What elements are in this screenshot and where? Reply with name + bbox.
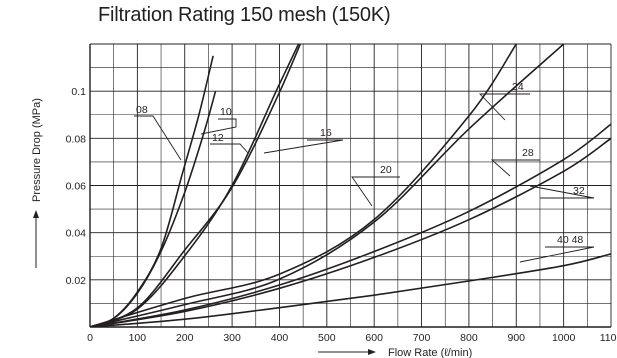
callout-leader-16 (263, 139, 344, 154)
y-tick-label: 0.06 (66, 181, 87, 193)
curve-callouts: 08 10 12 16 20 24 28 32 40 48 (134, 81, 595, 263)
x-tick-label: 400 (271, 332, 289, 344)
y-tick-label: 0.1 (71, 86, 86, 98)
series-line-08 (90, 55, 214, 327)
curve-label-28: 28 (522, 147, 534, 159)
callout-leader-08 (134, 115, 182, 161)
curve-label-20: 20 (380, 164, 392, 176)
x-tick-label: 100 (129, 332, 147, 344)
curve-label-24: 24 (512, 81, 524, 93)
x-tick-label: 600 (365, 332, 383, 344)
x-tick-label: 900 (508, 332, 526, 344)
series-line-28 (90, 123, 611, 327)
axis-labels: Flow Rate (ℓ/min) Pressure Drop (MPa) (31, 98, 472, 358)
callout-leader-40-48 (519, 246, 595, 263)
callout-leader-28 (490, 159, 540, 177)
callout-leader-10 (200, 118, 237, 135)
y-axis-label: Pressure Drop (MPa) (31, 98, 43, 202)
x-tick-label: 1000 (552, 332, 576, 344)
series-line-16 (90, 44, 300, 327)
x-tick-label: 200 (176, 332, 194, 344)
curve-label-32: 32 (573, 185, 585, 197)
x-tick-label: 800 (460, 332, 478, 344)
curve-label-08: 08 (136, 104, 148, 116)
x-tick-label: 700 (413, 332, 431, 344)
curve-label-40-48: 40 48 (557, 234, 583, 246)
y-axis-label-group: Pressure Drop (MPa) (31, 98, 43, 268)
x-axis-label: Flow Rate (ℓ/min) (388, 347, 472, 358)
callout-leader-32 (529, 185, 595, 199)
x-tick-label: 500 (318, 332, 336, 344)
y-axis-arrowhead (33, 210, 39, 218)
callout-leader-24 (478, 93, 530, 121)
curve-label-12: 12 (212, 132, 224, 144)
y-tick-label: 0.02 (66, 275, 87, 287)
series-line-20 (90, 44, 517, 327)
y-tick-label: 0.08 (66, 133, 87, 145)
curve-label-16: 16 (320, 127, 332, 139)
callout-leader-12 (210, 143, 249, 154)
x-axis-arrowhead (368, 349, 376, 355)
callout-leader-20 (351, 176, 400, 207)
series-line-40-48 (90, 253, 611, 327)
x-tick-label: 0 (87, 332, 93, 344)
series-group (90, 44, 611, 327)
y-tick-label: 0.04 (66, 228, 87, 240)
series-line-24 (90, 44, 565, 327)
series-layer (90, 44, 611, 327)
x-tick-label: 300 (223, 332, 241, 344)
chart-title: Filtration Rating 150 mesh (150K) (98, 4, 391, 26)
series-line-32 (90, 137, 611, 327)
curve-label-10: 10 (220, 106, 232, 118)
grid (89, 43, 612, 328)
series-line-12 (90, 44, 302, 327)
